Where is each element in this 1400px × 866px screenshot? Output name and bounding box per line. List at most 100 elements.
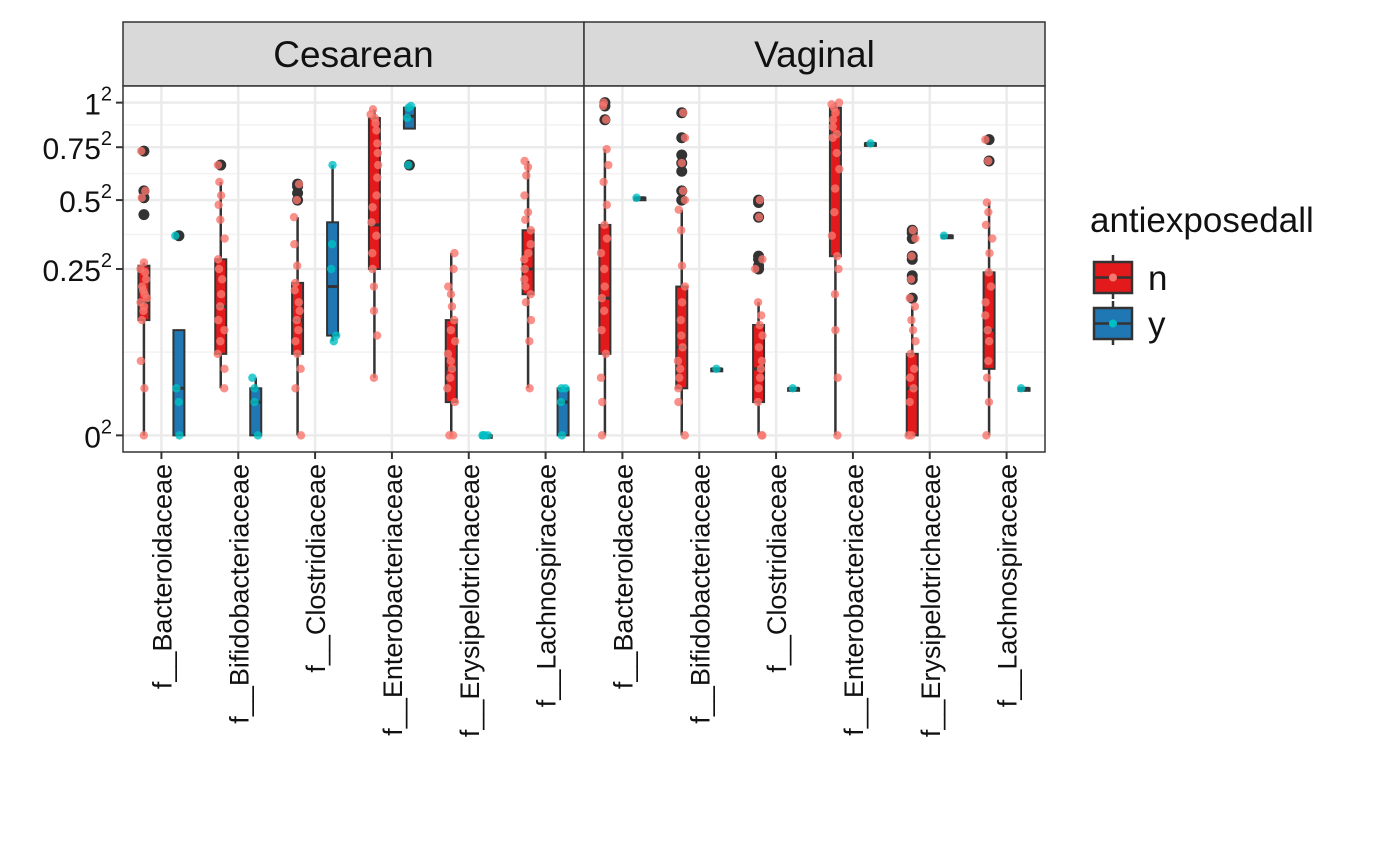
- data-point: [523, 162, 533, 172]
- data-point: [675, 364, 685, 374]
- data-point: [213, 349, 222, 359]
- box-vaginal-f__Clostridiaceae-y: [787, 384, 801, 393]
- data-point: [526, 315, 536, 325]
- box-cesarean-f__Enterobacteriaceae-y: [402, 101, 416, 171]
- data-point: [982, 431, 991, 440]
- data-point: [680, 195, 690, 205]
- data-point: [296, 431, 306, 440]
- data-point: [905, 373, 915, 382]
- data-point: [602, 200, 612, 210]
- data-point: [328, 160, 337, 170]
- data-point: [984, 207, 993, 217]
- data-point: [520, 191, 529, 200]
- x-tick-label: f__Enterobacteriaceae: [839, 464, 869, 736]
- data-point: [293, 349, 302, 359]
- data-point: [835, 164, 844, 174]
- data-point: [982, 373, 992, 382]
- data-point: [753, 298, 763, 307]
- data-point: [602, 144, 611, 154]
- data-point: [757, 311, 766, 320]
- legend-point: [1109, 273, 1117, 282]
- legend-key-y: [1092, 301, 1134, 345]
- x-axis: f__Bacteroidaceae f__Bifidobacteriaceae f_…: [147, 452, 1023, 737]
- data-point: [526, 226, 536, 235]
- box-vaginal-f__Lachnospiraceae-y: [1016, 384, 1031, 393]
- data-point: [600, 264, 609, 274]
- data-point: [596, 373, 606, 382]
- data-point: [680, 133, 690, 142]
- data-point: [834, 98, 844, 107]
- data-point: [984, 268, 993, 277]
- data-point: [907, 315, 916, 325]
- data-point: [525, 384, 534, 393]
- data-point: [910, 302, 920, 311]
- box-vaginal-f__Enterobacteriaceae-y: [863, 139, 877, 148]
- data-point: [984, 356, 993, 366]
- y-tick-label: 0.252: [42, 250, 112, 288]
- panel-vaginal: [583, 85, 1046, 453]
- box-vaginal-f__Erysipelotrichaceae-n: [904, 224, 920, 440]
- data-point: [828, 115, 838, 124]
- data-point: [833, 373, 842, 382]
- data-point: [450, 337, 460, 346]
- data-point: [754, 343, 764, 352]
- facet-strip-cesarean: [122, 21, 585, 87]
- data-point: [446, 289, 456, 299]
- data-point: [984, 337, 994, 346]
- data-point: [677, 298, 687, 307]
- data-point: [248, 373, 257, 382]
- data-point: [450, 248, 459, 258]
- data-point: [981, 311, 990, 320]
- data-point: [372, 126, 381, 135]
- x-tick-label: f__Enterobacteriaceae: [378, 464, 408, 736]
- data-point: [680, 431, 689, 440]
- box-vaginal-f__Bacteroidaceae-y: [632, 193, 647, 202]
- box-body: [556, 387, 570, 437]
- data-point: [909, 364, 919, 374]
- data-point: [526, 240, 535, 249]
- data-point: [294, 179, 304, 189]
- data-point: [444, 282, 453, 291]
- data-point: [756, 364, 766, 374]
- x-tick-label: f__Bifidobacteriaceae: [685, 464, 715, 724]
- data-point: [905, 397, 914, 407]
- data-point: [597, 293, 606, 303]
- data-point: [678, 108, 688, 117]
- data-point: [604, 160, 613, 170]
- data-point: [680, 282, 690, 291]
- data-point: [757, 356, 767, 366]
- data-point: [911, 337, 920, 346]
- data-point: [404, 160, 413, 170]
- data-point: [216, 191, 226, 200]
- legend-label: y: [1148, 305, 1166, 344]
- data-point: [292, 315, 301, 325]
- box-cesarean-f__Bifidobacteriaceae-y: [248, 373, 263, 440]
- data-point: [372, 231, 381, 240]
- data-point: [756, 373, 765, 382]
- data-point: [449, 264, 458, 274]
- data-point: [216, 289, 226, 299]
- box-cesarean-f__Clostridiaceae-y: [326, 160, 341, 346]
- data-point: [294, 298, 304, 307]
- data-point: [675, 373, 684, 382]
- data-point: [213, 160, 223, 170]
- box-cesarean-f__Erysipelotrichaceae-n: [443, 248, 460, 440]
- data-point: [175, 431, 184, 440]
- facet-strips: Cesarean Vaginal: [122, 21, 1046, 87]
- data-point: [137, 193, 146, 202]
- data-point: [450, 315, 459, 325]
- data-point: [830, 207, 839, 217]
- data-point: [596, 248, 606, 258]
- data-point: [140, 384, 149, 393]
- data-point: [291, 278, 300, 288]
- data-point: [289, 212, 299, 222]
- data-point: [985, 248, 994, 258]
- data-point: [445, 373, 455, 382]
- data-point: [292, 261, 302, 270]
- data-point: [137, 282, 147, 291]
- data-point: [447, 302, 457, 311]
- legend-key-n: [1092, 255, 1134, 299]
- box-body: [249, 387, 263, 437]
- data-point: [136, 356, 146, 366]
- data-point: [521, 215, 530, 224]
